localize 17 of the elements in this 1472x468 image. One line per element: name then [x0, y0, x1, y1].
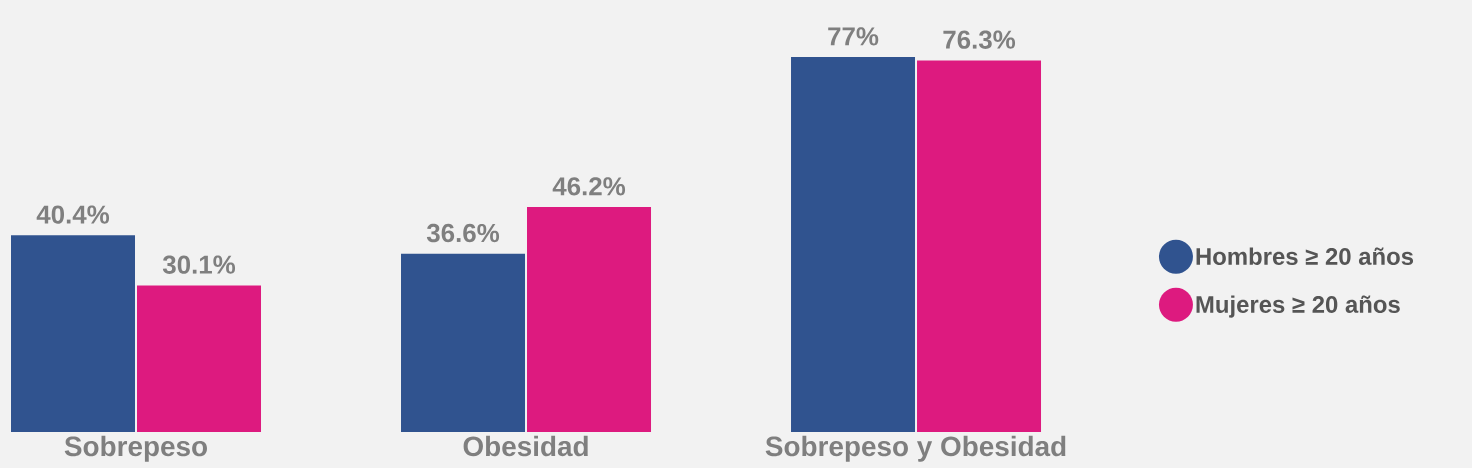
x-tick-label: Obesidad	[463, 435, 588, 457]
data-label: 30.1%	[162, 255, 236, 274]
x-tick-label: Sobrepeso y Obesidad	[765, 435, 1066, 462]
data-label: 77%	[828, 27, 879, 46]
data-label: 40.4%	[36, 205, 110, 224]
bar	[917, 60, 1042, 432]
x-tick-label: Sobrepeso	[64, 435, 207, 462]
data-label: 76.3%	[943, 30, 1016, 49]
data-label: 36.6%	[426, 223, 500, 243]
legend-label: Hombres ≥ 20 años	[1196, 247, 1414, 265]
bar	[527, 206, 652, 432]
bar	[791, 56, 916, 432]
bar	[137, 285, 261, 432]
bar	[401, 253, 526, 432]
data-label: 46.2%	[552, 177, 626, 196]
bar	[11, 235, 135, 432]
legend-label: Mujeres ≥ 20 años	[1196, 295, 1400, 318]
